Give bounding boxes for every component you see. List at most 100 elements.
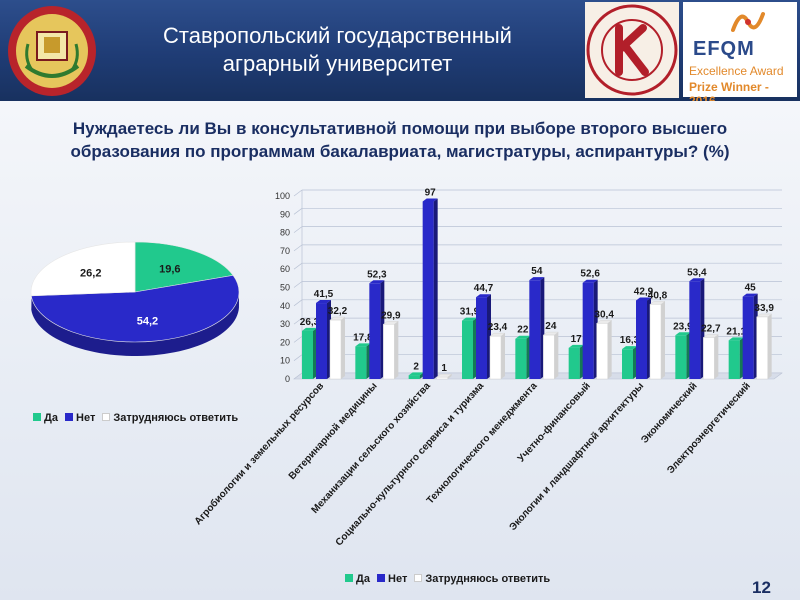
bar-no: [316, 303, 327, 379]
bar-side-unsure: [661, 301, 665, 379]
bar-top-no: [476, 294, 491, 298]
bar-value-label: 2: [413, 361, 419, 372]
bar-no: [369, 283, 381, 379]
bar-top-no: [422, 198, 438, 202]
bar-side-unsure: [714, 334, 719, 379]
bar-unsure: [756, 316, 768, 380]
pie-label-no: 54,2: [137, 315, 158, 327]
pie-slice-unsure: [30, 241, 136, 297]
bar-yes: [622, 349, 633, 379]
grid-line-side: [293, 336, 303, 343]
bar-value-label: 23,9: [673, 321, 693, 332]
bar-value-label: 41,5: [314, 289, 334, 300]
title-line-2: аграрный университет: [222, 51, 453, 76]
grid-line-side: [293, 299, 303, 307]
bar-no: [689, 281, 701, 379]
pie-legend: Да Нет Затрудняюсь ответить: [33, 412, 242, 424]
bar-no: [582, 282, 594, 379]
bar-side-unsure: [447, 374, 452, 379]
bar-value-label: 44,7: [474, 283, 494, 294]
university-logo: [8, 6, 96, 96]
pie-legend-item-yes: Да: [33, 412, 58, 424]
bar-yes: [302, 330, 313, 379]
bar-unsure: [436, 376, 448, 380]
bar-unsure: [383, 324, 395, 380]
y-tick-label: 60: [280, 264, 290, 274]
bar-yes: [515, 338, 527, 379]
grid-line-side: [293, 262, 303, 270]
bar-legend-item-no: Нет: [377, 573, 407, 585]
bar-top-yes: [675, 332, 691, 336]
bar-yes: [675, 335, 687, 379]
bar-value-label: 17,8: [353, 332, 373, 343]
y-tick-label: 10: [280, 356, 290, 366]
bar-value-label: 24: [545, 321, 557, 332]
bar-yes: [568, 347, 580, 379]
bar-unsure: [649, 304, 662, 380]
bar-value-label: 30,4: [594, 309, 614, 320]
question-line-2: образования по программам бакалавриата, …: [70, 142, 730, 161]
question-line-1: Нуждаетесь ли Вы в консультативной помощ…: [72, 119, 728, 138]
bar-top-no: [316, 300, 331, 304]
efqm-name: EFQM: [693, 38, 755, 60]
bar-top-yes: [728, 337, 744, 341]
bar-value-label: 29,9: [381, 310, 401, 321]
bar-unsure: [543, 334, 555, 380]
bar-value-label: 31,9: [460, 307, 480, 318]
grid-line-side: [293, 244, 303, 252]
grid-line-side: [293, 354, 303, 361]
question-title: Нуждаетесь ли Вы в консультативной помощ…: [0, 117, 800, 163]
bar-value-label: 22,7: [701, 323, 721, 334]
bar-top-yes: [622, 346, 637, 350]
y-tick-label: 80: [280, 228, 290, 238]
pie-legend-item-no: Нет: [65, 412, 95, 424]
pie-label-unsure: 26,2: [80, 267, 101, 279]
bar-value-label: 1: [441, 363, 447, 374]
university-title: Ставропольский государственный аграрный …: [100, 22, 575, 78]
bar-value-label: 22: [517, 325, 529, 336]
bar-value-label: 17: [571, 334, 583, 345]
header-banner: Ставропольский государственный аграрный …: [0, 0, 800, 108]
bar-value-label: 16,3: [620, 335, 640, 346]
bar-side-no: [433, 198, 438, 379]
grid-line-side: [293, 226, 303, 233]
bar-yes: [355, 346, 367, 379]
bar-value-label: 26,3: [300, 317, 320, 328]
bar-value-label: 54: [531, 266, 543, 277]
y-tick-label: 30: [280, 319, 290, 329]
bar-value-label: 23,4: [488, 322, 508, 333]
bar-yes: [462, 320, 473, 379]
bar-value-label: 45: [745, 283, 757, 294]
bar-side-unsure: [394, 321, 399, 379]
pie-slice-no: [30, 275, 240, 343]
bar-top-yes: [515, 335, 531, 339]
efqm-line-1: Excellence Award: [689, 64, 784, 78]
bar-unsure: [596, 323, 608, 380]
bar-side-unsure: [501, 333, 505, 379]
bar-top-yes: [302, 327, 317, 331]
bar-value-label: 53,4: [687, 267, 707, 278]
bar-no: [476, 297, 487, 379]
y-tick-label: 100: [275, 191, 290, 201]
bar-top-no: [636, 297, 651, 301]
y-tick-label: 0: [285, 374, 290, 384]
page-number: 12: [752, 578, 771, 597]
title-line-1: Ставропольский государственный: [163, 23, 512, 48]
bar-top-yes: [355, 343, 371, 347]
bar-top-yes: [408, 372, 424, 376]
efqm-award-logo: EFQM Excellence Award Prize Winner - 201…: [683, 2, 797, 108]
bar-top-no: [529, 277, 545, 281]
bar-value-label: 40,8: [648, 290, 668, 301]
bar-top-no: [742, 293, 758, 297]
bar-yes: [728, 340, 740, 379]
bar-unsure: [489, 335, 502, 380]
y-tick-label: 40: [280, 301, 290, 311]
y-tick-label: 50: [280, 283, 290, 293]
bar-value-label: 33,9: [754, 303, 774, 314]
grid-line-side: [293, 208, 303, 215]
grid-line-side: [293, 189, 303, 197]
bar-side-unsure: [554, 332, 559, 379]
bar-top-yes: [568, 344, 584, 348]
